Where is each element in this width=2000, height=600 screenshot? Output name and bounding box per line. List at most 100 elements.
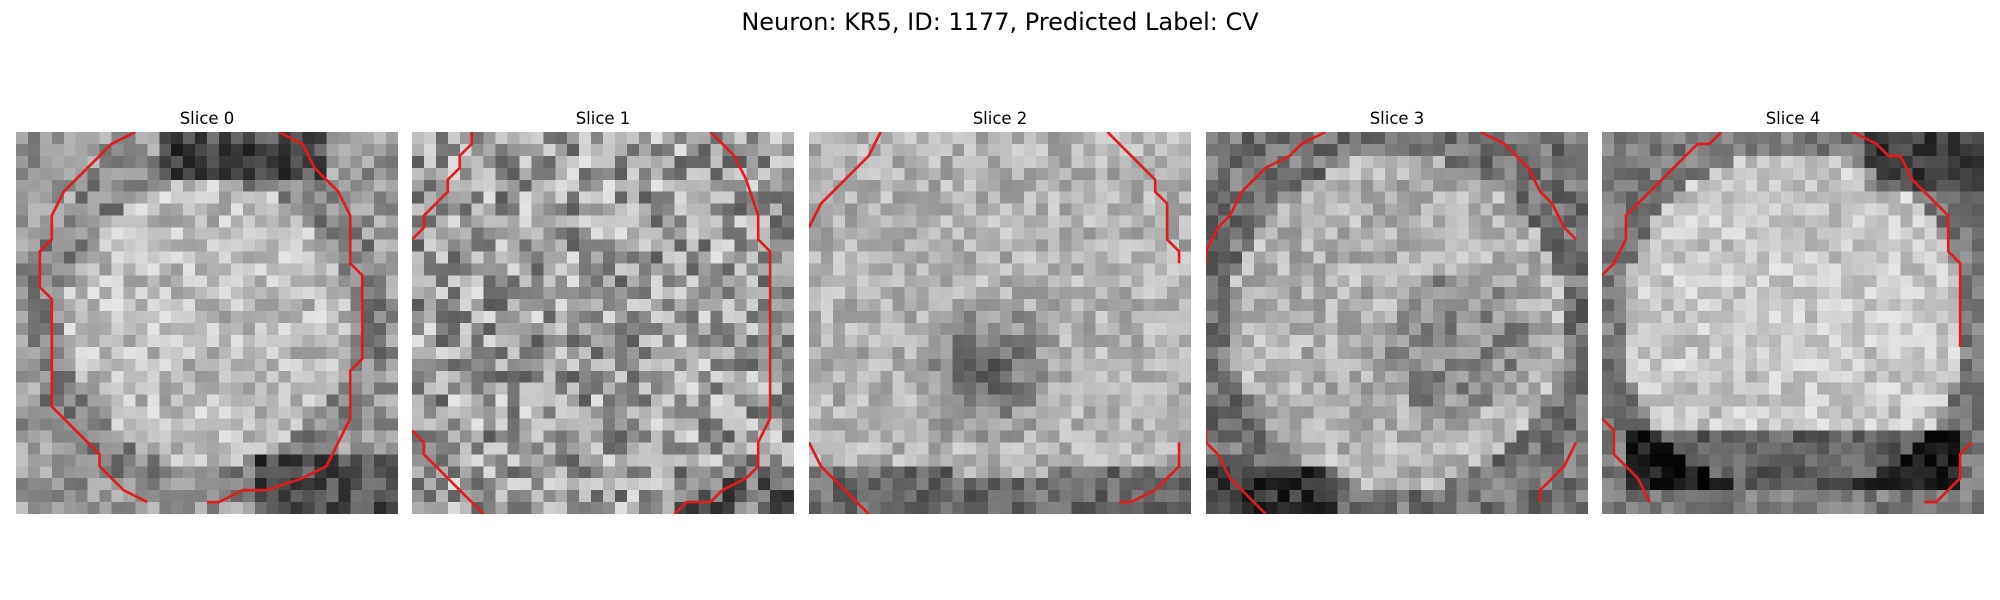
pixel (243, 323, 255, 335)
pixel (1230, 287, 1242, 299)
pixel (734, 132, 746, 144)
pixel (472, 287, 484, 299)
pixel (710, 311, 722, 323)
pixel (64, 251, 76, 263)
pixel (1757, 359, 1769, 371)
pixel (1290, 299, 1302, 311)
pixel (663, 204, 675, 216)
pixel (639, 168, 651, 180)
pixel (183, 239, 195, 251)
pixel (1614, 144, 1626, 156)
pixel (1493, 192, 1505, 204)
pixel (338, 299, 350, 311)
pixel (976, 180, 988, 192)
pixel (639, 216, 651, 228)
pixel (1325, 216, 1337, 228)
pixel (857, 419, 869, 431)
pixel (231, 132, 243, 144)
pixel (1493, 228, 1505, 240)
pixel (1769, 168, 1781, 180)
pixel (555, 299, 567, 311)
pixel (1266, 287, 1278, 299)
pixel (326, 335, 338, 347)
pixel (28, 228, 40, 240)
pixel (219, 466, 231, 478)
pixel (627, 228, 639, 240)
pixel (1167, 216, 1179, 228)
pixel (809, 192, 821, 204)
pixel (1060, 299, 1072, 311)
pixel (857, 299, 869, 311)
pixel (1060, 251, 1072, 263)
pixel (1107, 478, 1119, 490)
pixel (76, 228, 88, 240)
pixel (1733, 335, 1745, 347)
pixel (496, 228, 508, 240)
pixel (1266, 371, 1278, 383)
pixel (1421, 192, 1433, 204)
pixel (940, 466, 952, 478)
pixel (1084, 275, 1096, 287)
pixel (1036, 251, 1048, 263)
pixel (1829, 371, 1841, 383)
pixel (1278, 192, 1290, 204)
pixel (1614, 419, 1626, 431)
pixel (1433, 216, 1445, 228)
pixel (472, 335, 484, 347)
pixel (1107, 359, 1119, 371)
pixel (171, 204, 183, 216)
pixel (1206, 478, 1218, 490)
pixel (1397, 144, 1409, 156)
pixel (1576, 395, 1588, 407)
pixel (291, 371, 303, 383)
pixel (267, 180, 279, 192)
pixel (699, 144, 711, 156)
pixel (988, 442, 1000, 454)
pixel (1409, 395, 1421, 407)
pixel (326, 132, 338, 144)
pixel (16, 263, 28, 275)
pixel (1278, 419, 1290, 431)
pixel (303, 275, 315, 287)
pixel (1119, 454, 1131, 466)
pixel (1266, 466, 1278, 478)
pixel (386, 299, 398, 311)
pixel (833, 383, 845, 395)
pixel (1540, 156, 1552, 168)
pixel (675, 299, 687, 311)
pixel (112, 347, 124, 359)
pixel (1131, 419, 1143, 431)
pixel (639, 263, 651, 275)
pixel (1373, 144, 1385, 156)
pixel (255, 144, 267, 156)
pixel (1877, 335, 1889, 347)
pixel (1602, 251, 1614, 263)
pixel (1576, 204, 1588, 216)
pixel (1218, 347, 1230, 359)
pixel (135, 168, 147, 180)
pixel (1781, 239, 1793, 251)
pixel (484, 490, 496, 502)
pixel (1698, 454, 1710, 466)
pixel (1048, 168, 1060, 180)
pixel (1889, 251, 1901, 263)
pixel (338, 168, 350, 180)
pixel (1072, 371, 1084, 383)
pixel (326, 383, 338, 395)
pixel (159, 156, 171, 168)
pixel (231, 502, 243, 514)
pixel (869, 478, 881, 490)
pixel (386, 239, 398, 251)
pixel (952, 478, 964, 490)
pixel (1686, 407, 1698, 419)
pixel (1504, 204, 1516, 216)
pixel (881, 323, 893, 335)
pixel (1206, 490, 1218, 502)
pixel (1721, 132, 1733, 144)
pixel (928, 132, 940, 144)
pixel (1445, 144, 1457, 156)
pixel (603, 311, 615, 323)
pixel (1686, 263, 1698, 275)
pixel (1206, 454, 1218, 466)
pixel (1024, 204, 1036, 216)
